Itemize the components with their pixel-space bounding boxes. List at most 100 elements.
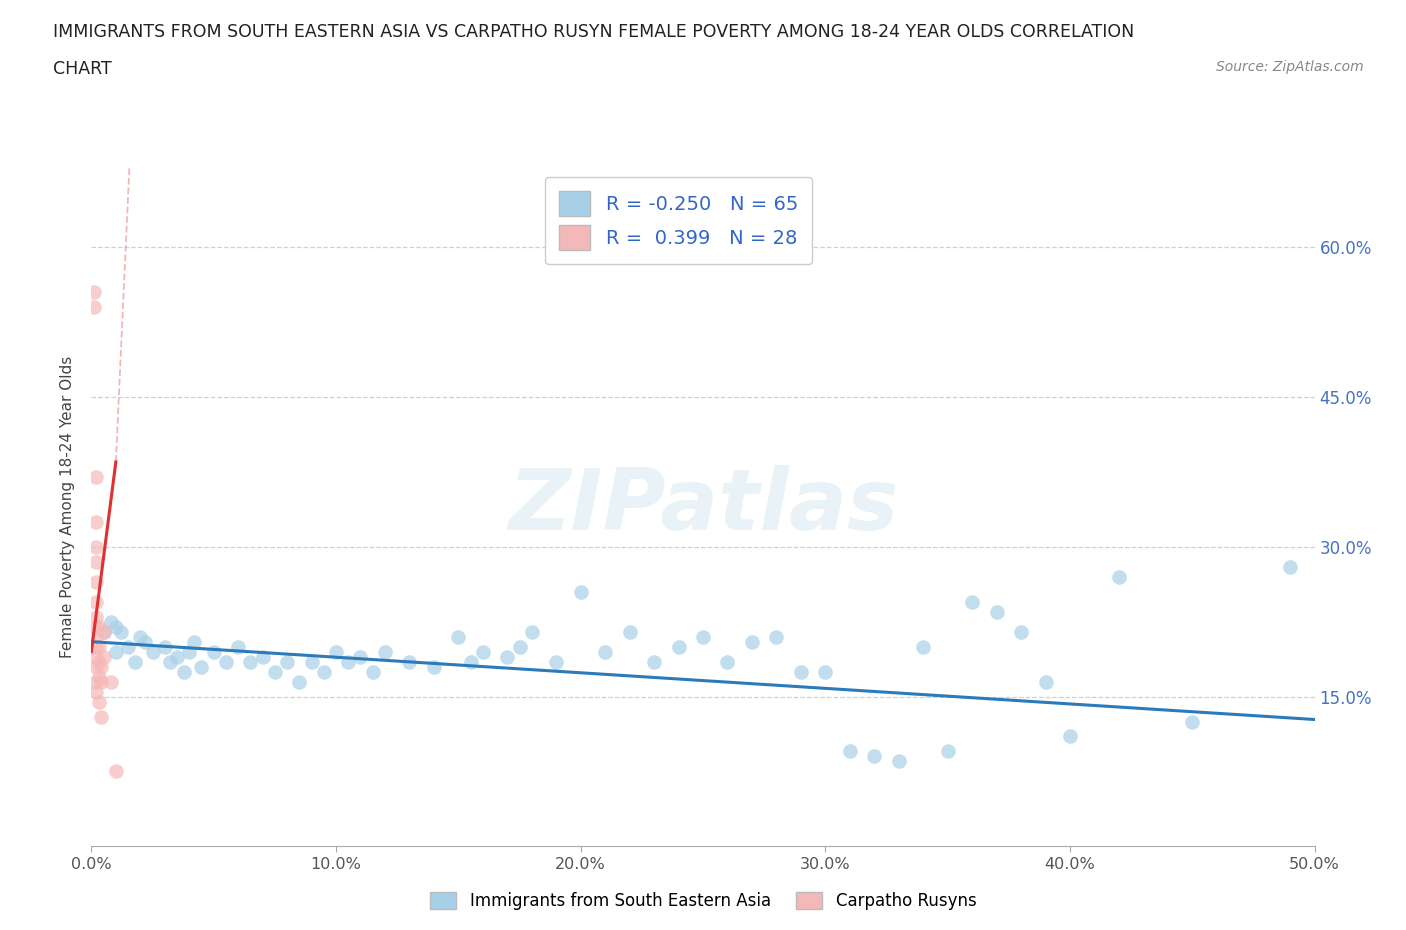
- Point: [546, 654, 568, 669]
- Point: [398, 654, 420, 669]
- Legend: Immigrants from South Eastern Asia, Carpatho Rusyns: Immigrants from South Eastern Asia, Carp…: [423, 885, 983, 917]
- Point: [166, 649, 188, 664]
- Point: [183, 634, 205, 649]
- Point: [84, 609, 107, 624]
- Point: [141, 644, 163, 659]
- Point: [110, 624, 132, 639]
- Point: [84, 674, 107, 689]
- Point: [87, 694, 110, 709]
- Point: [104, 764, 127, 778]
- Point: [765, 630, 787, 644]
- Point: [215, 654, 238, 669]
- Point: [936, 744, 959, 759]
- Point: [93, 624, 115, 639]
- Point: [460, 654, 482, 669]
- Point: [117, 639, 139, 654]
- Point: [643, 654, 665, 669]
- Point: [986, 604, 1008, 619]
- Point: [90, 659, 112, 674]
- Point: [471, 644, 494, 659]
- Point: [1010, 624, 1032, 639]
- Point: [190, 659, 212, 674]
- Point: [90, 709, 112, 724]
- Point: [84, 684, 107, 699]
- Point: [90, 674, 112, 689]
- Legend: R = -0.250   N = 65, R =  0.399   N = 28: R = -0.250 N = 65, R = 0.399 N = 28: [546, 177, 811, 264]
- Point: [361, 664, 384, 679]
- Point: [814, 664, 837, 679]
- Text: IMMIGRANTS FROM SOUTH EASTERN ASIA VS CARPATHO RUSYN FEMALE POVERTY AMONG 18-24 : IMMIGRANTS FROM SOUTH EASTERN ASIA VS CA…: [53, 23, 1135, 41]
- Point: [129, 630, 152, 644]
- Point: [134, 634, 156, 649]
- Y-axis label: Female Poverty Among 18-24 Year Olds: Female Poverty Among 18-24 Year Olds: [60, 356, 76, 658]
- Point: [496, 649, 519, 664]
- Point: [100, 614, 122, 629]
- Point: [312, 664, 335, 679]
- Point: [912, 639, 935, 654]
- Point: [960, 594, 983, 609]
- Point: [84, 659, 107, 674]
- Point: [84, 470, 107, 485]
- Point: [87, 670, 110, 684]
- Point: [84, 594, 107, 609]
- Point: [838, 744, 860, 759]
- Point: [84, 619, 107, 634]
- Point: [124, 654, 146, 669]
- Point: [619, 624, 641, 639]
- Point: [264, 664, 287, 679]
- Point: [716, 654, 738, 669]
- Point: [179, 644, 201, 659]
- Point: [87, 619, 110, 634]
- Point: [593, 644, 616, 659]
- Point: [84, 639, 107, 654]
- Point: [447, 630, 470, 644]
- Point: [83, 285, 105, 299]
- Point: [226, 639, 249, 654]
- Point: [87, 639, 110, 654]
- Point: [1035, 674, 1057, 689]
- Point: [202, 644, 225, 659]
- Point: [84, 554, 107, 569]
- Point: [252, 649, 274, 664]
- Point: [84, 514, 107, 529]
- Point: [741, 634, 763, 649]
- Point: [84, 539, 107, 554]
- Point: [93, 624, 115, 639]
- Point: [668, 639, 690, 654]
- Point: [159, 654, 181, 669]
- Point: [887, 754, 910, 769]
- Point: [325, 644, 347, 659]
- Text: Source: ZipAtlas.com: Source: ZipAtlas.com: [1216, 60, 1364, 74]
- Point: [276, 654, 298, 669]
- Point: [104, 619, 127, 634]
- Point: [520, 624, 543, 639]
- Point: [100, 674, 122, 689]
- Point: [569, 584, 592, 599]
- Point: [84, 575, 107, 590]
- Text: CHART: CHART: [53, 60, 112, 78]
- Point: [1059, 729, 1081, 744]
- Point: [239, 654, 262, 669]
- Point: [84, 630, 107, 644]
- Point: [301, 654, 323, 669]
- Point: [1181, 714, 1204, 729]
- Point: [509, 639, 531, 654]
- Point: [288, 674, 311, 689]
- Point: [93, 649, 115, 664]
- Point: [1279, 559, 1302, 574]
- Point: [692, 630, 714, 644]
- Point: [173, 664, 195, 679]
- Point: [790, 664, 813, 679]
- Point: [153, 639, 176, 654]
- Point: [863, 749, 886, 764]
- Point: [349, 649, 371, 664]
- Point: [87, 654, 110, 669]
- Point: [83, 299, 105, 314]
- Point: [1108, 569, 1130, 584]
- Text: ZIPatlas: ZIPatlas: [508, 465, 898, 549]
- Point: [423, 659, 446, 674]
- Point: [104, 644, 127, 659]
- Point: [337, 654, 360, 669]
- Point: [374, 644, 396, 659]
- Point: [84, 649, 107, 664]
